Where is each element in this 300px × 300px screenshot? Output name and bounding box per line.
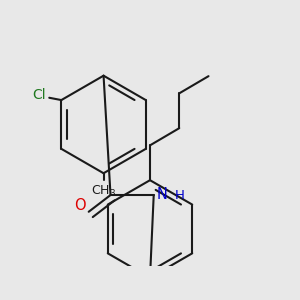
Text: CH$_3$: CH$_3$	[91, 184, 116, 199]
Text: O: O	[74, 198, 86, 213]
Text: H: H	[175, 188, 185, 202]
Text: N: N	[157, 187, 167, 202]
Text: Cl: Cl	[32, 88, 46, 102]
